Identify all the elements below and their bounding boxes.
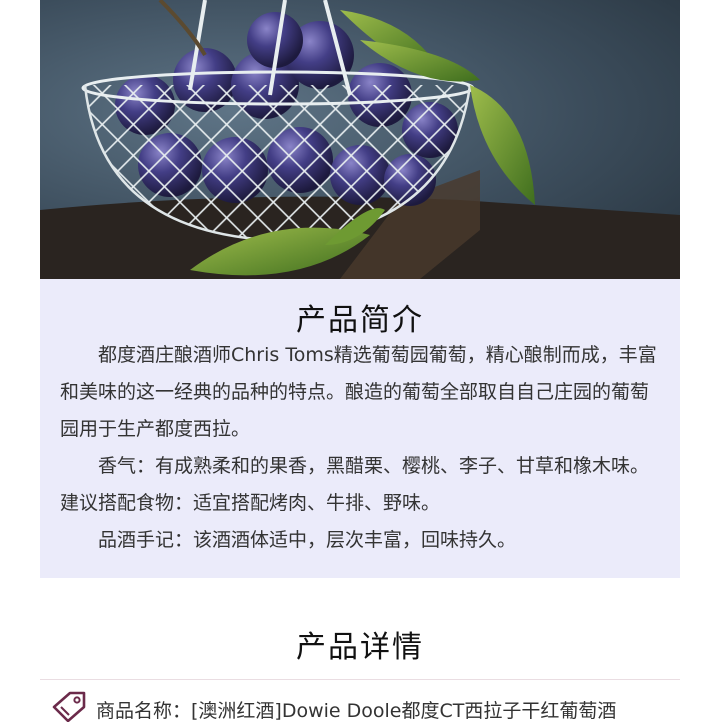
- tag-icon: [52, 691, 86, 722]
- plums-basket-image: [40, 0, 680, 279]
- intro-paragraph: 香气：有成熟柔和的果香，黑醋栗、樱桃、李子、甘草和橡木味。建议搭配食物：适宜搭配…: [60, 455, 650, 514]
- intro-paragraph: 品酒手记：该酒酒体适中，层次丰富，回味持久。: [98, 529, 517, 551]
- detail-row-product-name: 商品名称：[澳洲红酒]Dowie Doole都度CT西拉子干红葡萄酒: [48, 688, 688, 722]
- intro-text: 都度酒庄酿酒师Chris Toms精选葡萄园葡萄，精心酿制而成，丰富和美味的这一…: [60, 337, 664, 559]
- details-title: 产品详情: [296, 630, 424, 665]
- intro-paragraph: 都度酒庄酿酒师Chris Toms精选葡萄园葡萄，精心酿制而成，丰富和美味的这一…: [60, 344, 657, 440]
- divider: [40, 679, 680, 680]
- hero-photo: [40, 0, 680, 279]
- product-intro-section: 产品简介 都度酒庄酿酒师Chris Toms精选葡萄园葡萄，精心酿制而成，丰富和…: [40, 279, 680, 578]
- product-name-text: 商品名称：[澳洲红酒]Dowie Doole都度CT西拉子干红葡萄酒: [96, 700, 617, 722]
- intro-title: 产品简介: [296, 303, 424, 338]
